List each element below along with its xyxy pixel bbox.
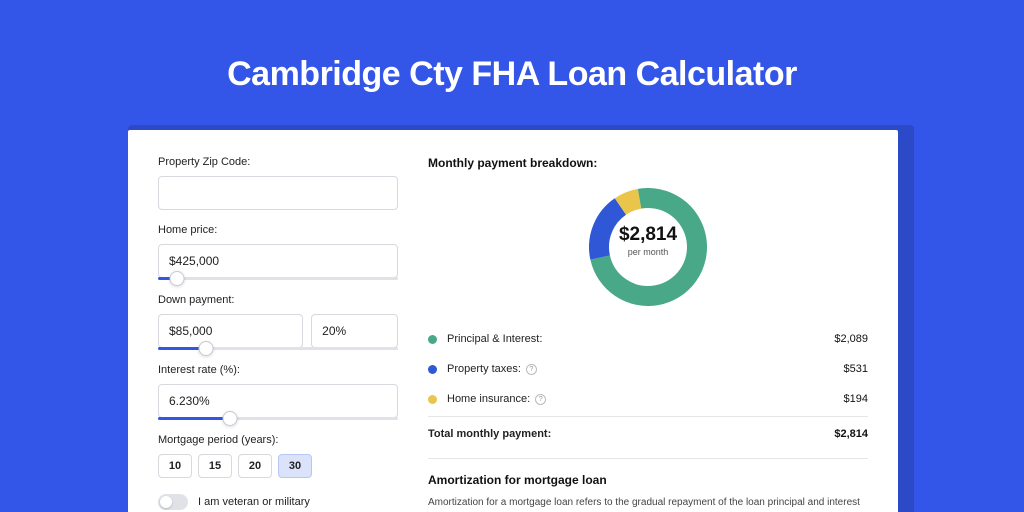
down-payment-slider-thumb[interactable] [199, 341, 214, 356]
zip-input[interactable] [158, 176, 398, 210]
donut-chart: $2,814 per month [428, 180, 868, 324]
breakdown-value: $531 [844, 363, 868, 375]
period-option-20[interactable]: 20 [238, 454, 272, 478]
donut-amount: $2,814 [619, 224, 677, 246]
home-price-input[interactable] [158, 244, 398, 278]
breakdown-label: Home insurance:? [447, 393, 844, 405]
breakdown-row: Principal & Interest:$2,089 [428, 324, 868, 354]
interest-rate-slider[interactable] [158, 417, 398, 420]
breakdown-value: $194 [844, 393, 868, 405]
interest-rate-label: Interest rate (%): [158, 364, 398, 376]
home-price-field: Home price: [158, 224, 398, 280]
amortization-text: Amortization for a mortgage loan refers … [428, 495, 868, 512]
breakdown-value: $2,089 [834, 333, 868, 345]
breakdown-row: Home insurance:?$194 [428, 384, 868, 414]
legend-dot [428, 335, 437, 344]
veteran-toggle-knob [160, 496, 172, 508]
total-value: $2,814 [834, 428, 868, 440]
info-icon[interactable]: ? [526, 364, 537, 375]
form-column: Property Zip Code: Home price: Down paym… [158, 156, 398, 512]
veteran-field: I am veteran or military [158, 494, 398, 510]
period-option-30[interactable]: 30 [278, 454, 312, 478]
breakdown-row: Property taxes:?$531 [428, 354, 868, 384]
donut-sub: per month [619, 247, 677, 257]
amortization-section: Amortization for mortgage loan Amortizat… [428, 458, 868, 512]
veteran-toggle[interactable] [158, 494, 188, 510]
home-price-label: Home price: [158, 224, 398, 236]
interest-rate-field: Interest rate (%): [158, 364, 398, 420]
down-payment-slider[interactable] [158, 347, 398, 350]
breakdown-label: Property taxes:? [447, 363, 844, 375]
total-label: Total monthly payment: [428, 428, 834, 440]
down-payment-label: Down payment: [158, 294, 398, 306]
interest-rate-slider-thumb[interactable] [223, 411, 238, 426]
interest-rate-slider-fill [158, 417, 230, 420]
period-field: Mortgage period (years): 10152030 [158, 434, 398, 478]
breakdown-title: Monthly payment breakdown: [428, 156, 868, 170]
breakdown-column: Monthly payment breakdown: $2,814 per mo… [428, 156, 868, 512]
home-price-slider[interactable] [158, 277, 398, 280]
zip-label: Property Zip Code: [158, 156, 398, 168]
page-title: Cambridge Cty FHA Loan Calculator [0, 55, 1024, 94]
period-option-10[interactable]: 10 [158, 454, 192, 478]
down-payment-field: Down payment: [158, 294, 398, 350]
zip-field: Property Zip Code: [158, 156, 398, 210]
legend-dot [428, 365, 437, 374]
interest-rate-input[interactable] [158, 384, 398, 418]
total-row: Total monthly payment: $2,814 [428, 416, 868, 440]
veteran-label: I am veteran or military [198, 496, 310, 508]
down-payment-percent-input[interactable] [311, 314, 398, 348]
down-payment-input[interactable] [158, 314, 303, 348]
home-price-slider-thumb[interactable] [170, 271, 185, 286]
calculator-card: Property Zip Code: Home price: Down paym… [128, 130, 898, 512]
legend-dot [428, 395, 437, 404]
period-option-15[interactable]: 15 [198, 454, 232, 478]
breakdown-label: Principal & Interest: [447, 333, 834, 345]
amortization-title: Amortization for mortgage loan [428, 473, 868, 487]
period-label: Mortgage period (years): [158, 434, 398, 446]
info-icon[interactable]: ? [535, 394, 546, 405]
